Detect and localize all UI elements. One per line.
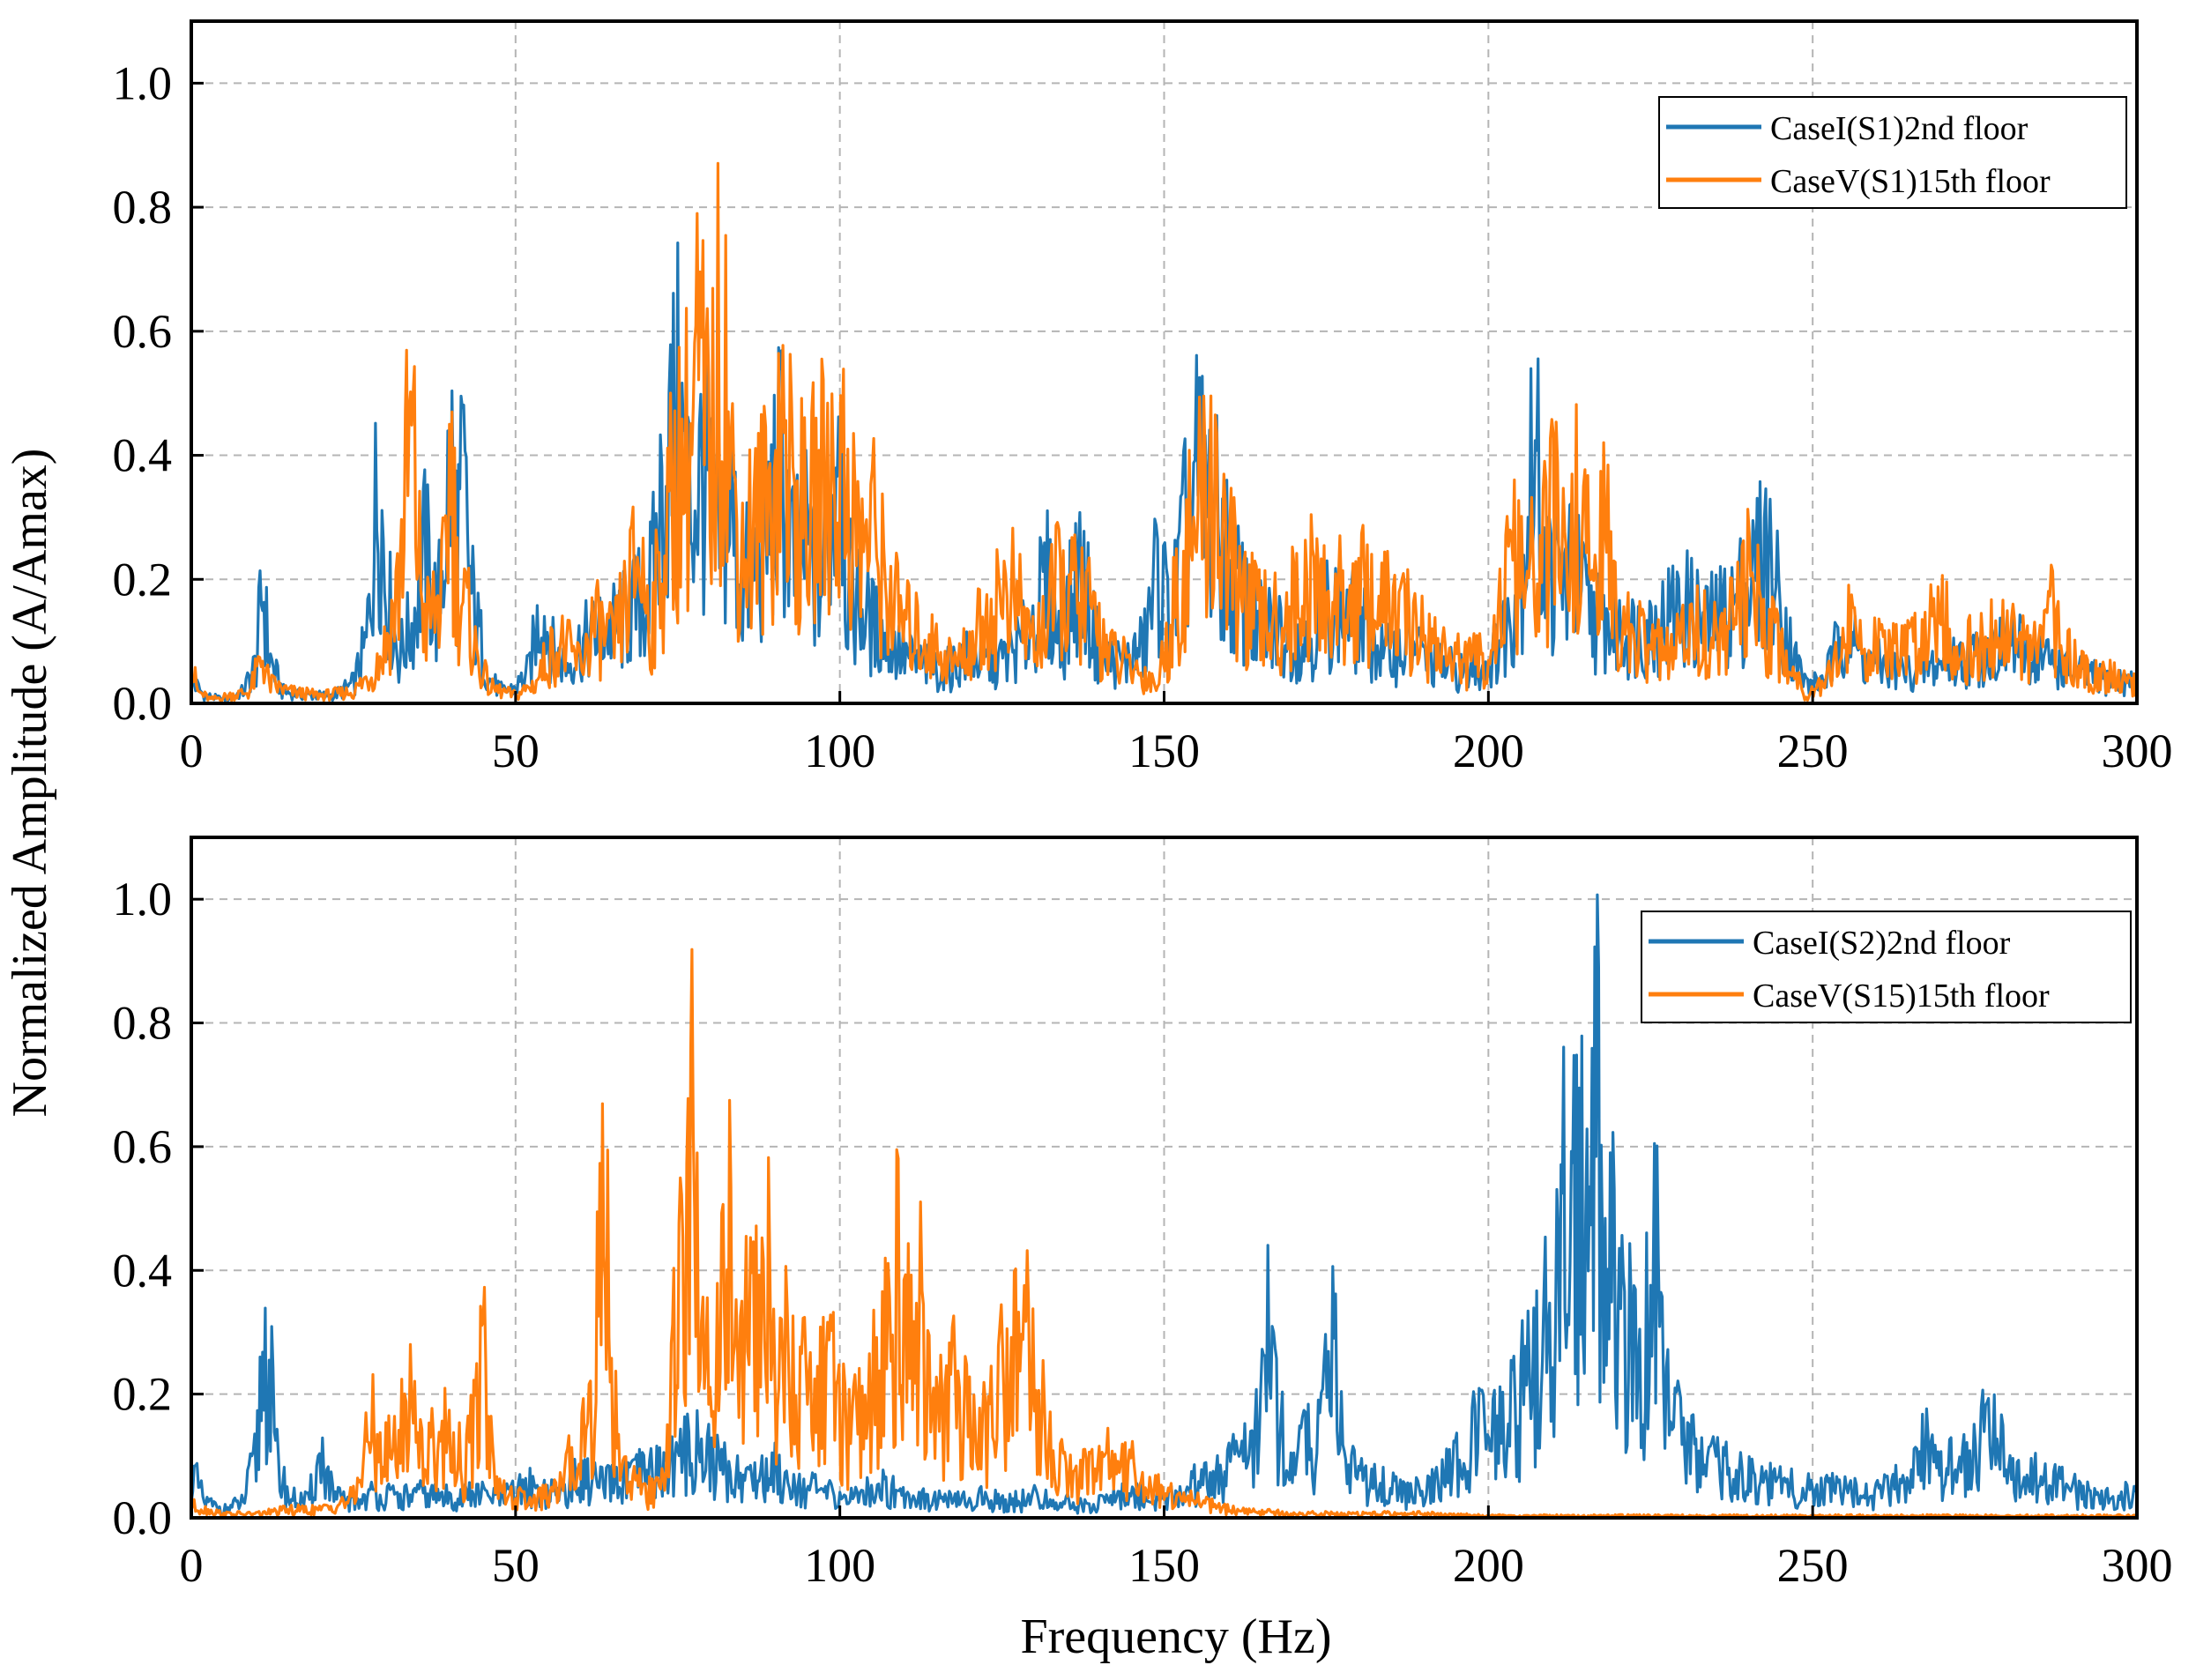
legend-label-1: CaseI(S2)2nd floor bbox=[1753, 925, 2011, 962]
x-tick-label: 300 bbox=[2102, 1539, 2173, 1592]
y-tick-label: 1.0 bbox=[113, 56, 173, 109]
x-tick-label: 250 bbox=[1777, 725, 1849, 777]
y-tick-label: 0.6 bbox=[113, 1120, 173, 1173]
series-line-1 bbox=[191, 242, 2137, 703]
series-line-2 bbox=[191, 161, 2137, 702]
top-panel: 0 50 100 150 200 250 300 0.0 0.2 0.4 0.6 0.8 1.0 Case… bbox=[113, 19, 2173, 777]
x-tick-label: 50 bbox=[492, 725, 540, 777]
legend-label-2: CaseV(S15)15th floor bbox=[1753, 978, 2050, 1015]
y-tick-label: 0.4 bbox=[113, 1244, 173, 1297]
x-tick-label: 0 bbox=[180, 1539, 204, 1592]
x-tick-label: 150 bbox=[1128, 1539, 1200, 1592]
y-tick-label: 0.0 bbox=[113, 677, 173, 730]
y-tick-label: 0.0 bbox=[113, 1491, 173, 1544]
x-tick-label: 150 bbox=[1128, 725, 1200, 777]
x-tick-label: 0 bbox=[180, 725, 204, 777]
x-axis-title: Frequency (Hz) bbox=[1021, 1609, 1332, 1664]
y-tick-label: 0.8 bbox=[113, 181, 173, 234]
y-tick-label: 0.6 bbox=[113, 305, 173, 358]
x-tick-label: 300 bbox=[2102, 725, 2173, 777]
legend: CaseI(S1)2nd floor CaseV(S1)15th floor bbox=[1658, 96, 2127, 209]
y-tick-label: 0.8 bbox=[113, 997, 173, 1050]
x-tick-label: 250 bbox=[1777, 1539, 1849, 1592]
y-axis-title: Normalized Amplitude (A/Amax) bbox=[3, 449, 57, 1118]
legend-box bbox=[1641, 911, 2132, 1023]
x-tick-label: 100 bbox=[804, 1539, 875, 1592]
legend-box bbox=[1658, 96, 2127, 209]
y-tick-label: 0.2 bbox=[113, 1368, 173, 1421]
legend-label-1: CaseI(S1)2nd floor bbox=[1770, 110, 2029, 147]
y-tick-label: 1.0 bbox=[113, 873, 173, 925]
x-tick-label: 100 bbox=[804, 725, 875, 777]
legend-label-2: CaseV(S1)15th floor bbox=[1770, 163, 2051, 200]
x-tick-label: 200 bbox=[1453, 725, 1524, 777]
x-tick-label: 200 bbox=[1453, 1539, 1524, 1592]
x-tick-label: 50 bbox=[492, 1539, 540, 1592]
bottom-panel: 0 50 100 150 200 250 300 0.0 0.2 0.4 0.6 0.8 1.0 Case… bbox=[113, 836, 2173, 1592]
y-tick-label: 0.2 bbox=[113, 553, 173, 606]
y-tick-label: 0.4 bbox=[113, 429, 173, 482]
legend: CaseI(S2)2nd floor CaseV(S15)15th floor bbox=[1641, 911, 2132, 1023]
